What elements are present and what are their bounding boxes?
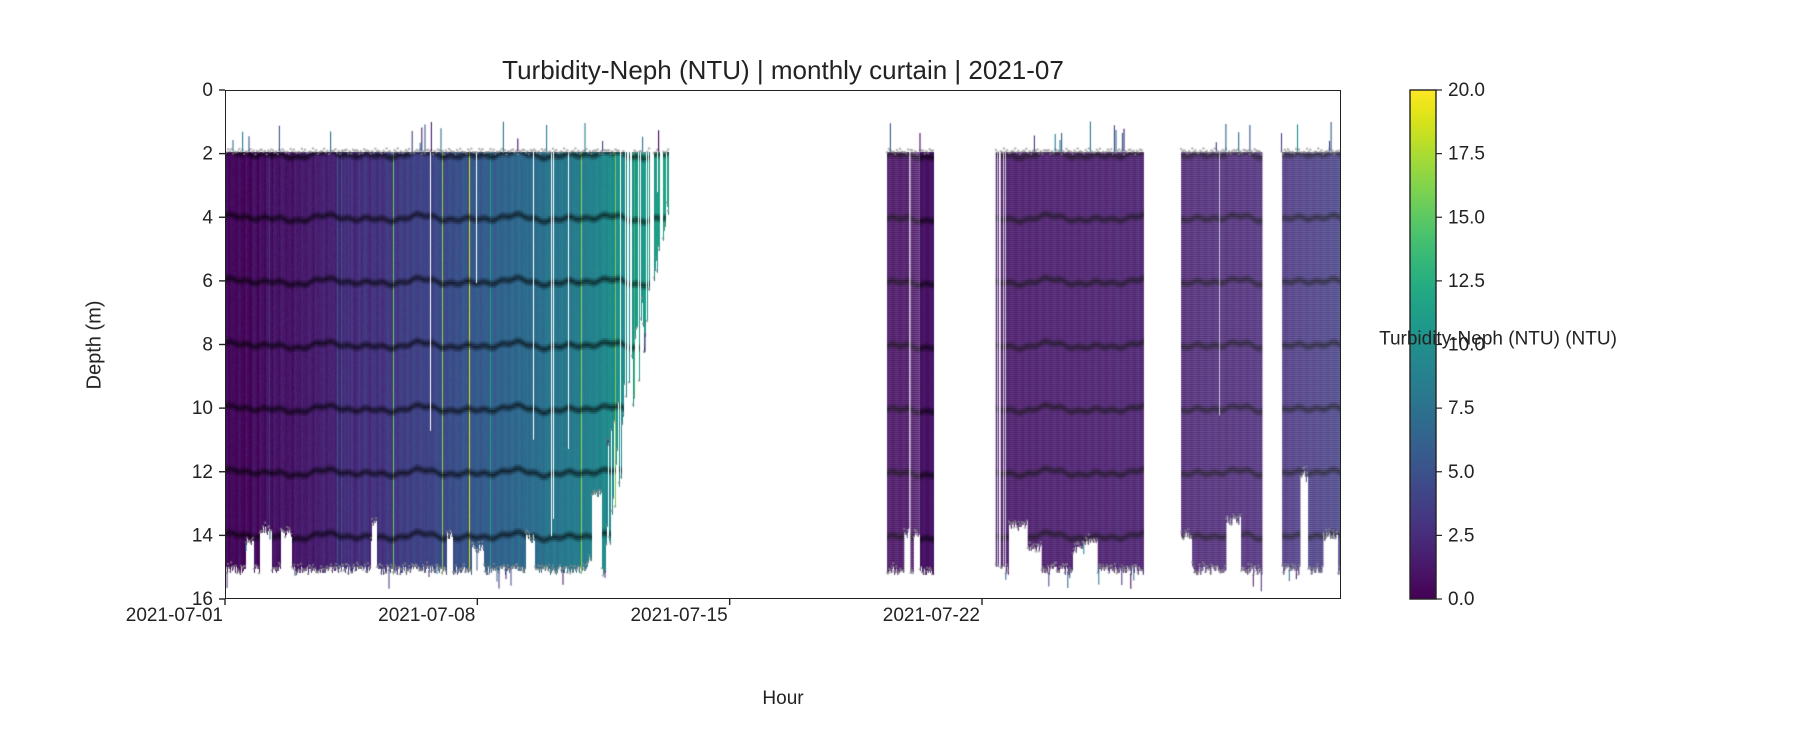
svg-text:2021-07-22: 2021-07-22 xyxy=(883,605,980,626)
svg-text:16: 16 xyxy=(192,589,213,610)
svg-text:2021-07-15: 2021-07-15 xyxy=(630,605,727,626)
svg-text:4: 4 xyxy=(202,207,213,228)
svg-text:6: 6 xyxy=(202,271,213,292)
svg-text:Turbidity-Neph (NTU) (NTU): Turbidity-Neph (NTU) (NTU) xyxy=(1379,329,1617,350)
svg-text:2021-07-08: 2021-07-08 xyxy=(378,605,475,626)
svg-text:14: 14 xyxy=(192,525,214,546)
svg-text:7.5: 7.5 xyxy=(1448,398,1474,419)
svg-text:12.5: 12.5 xyxy=(1448,271,1485,292)
svg-text:2: 2 xyxy=(202,144,213,165)
svg-text:0.0: 0.0 xyxy=(1448,589,1474,610)
svg-text:5.0: 5.0 xyxy=(1448,462,1474,483)
svg-text:12: 12 xyxy=(192,462,213,483)
svg-text:0: 0 xyxy=(202,80,213,101)
svg-text:15.0: 15.0 xyxy=(1448,207,1485,228)
svg-text:2021-07-01: 2021-07-01 xyxy=(126,605,223,626)
svg-text:2.5: 2.5 xyxy=(1448,525,1474,546)
svg-text:8: 8 xyxy=(202,335,213,356)
svg-text:10.0: 10.0 xyxy=(1448,335,1485,356)
svg-text:17.5: 17.5 xyxy=(1448,144,1485,165)
svg-text:10: 10 xyxy=(192,398,213,419)
svg-text:20.0: 20.0 xyxy=(1448,80,1485,101)
